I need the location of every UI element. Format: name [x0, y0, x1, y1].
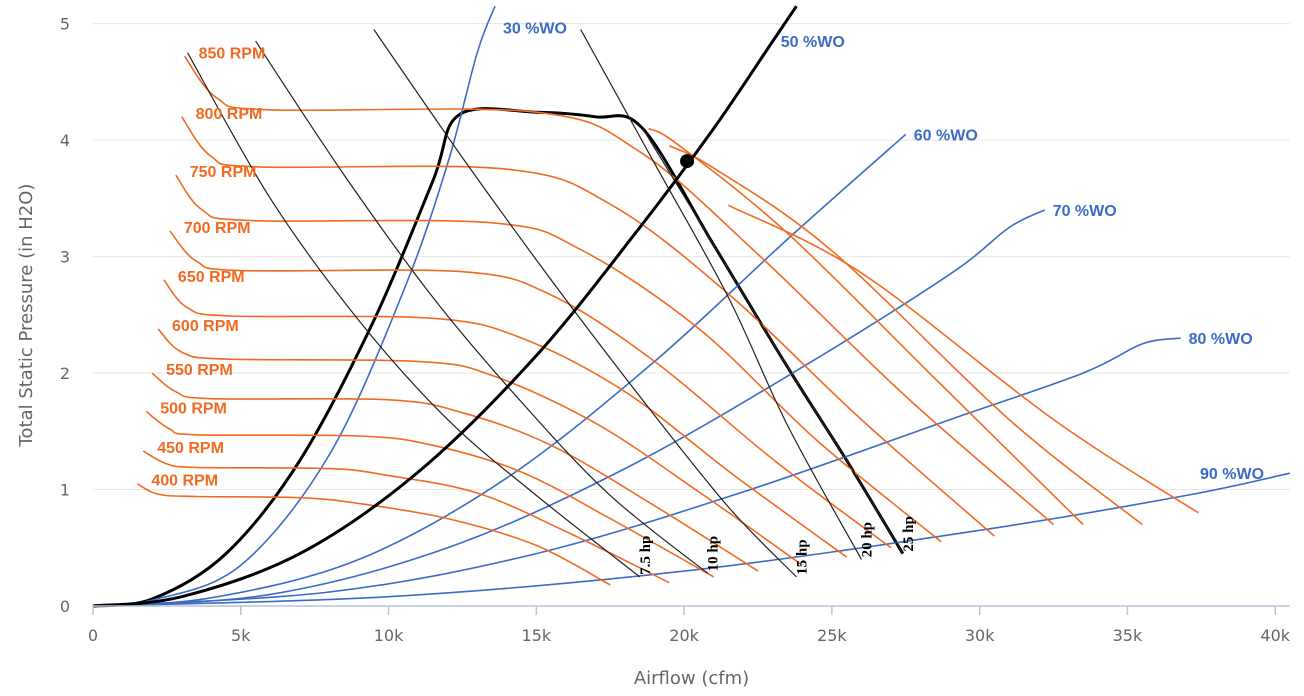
damper-curve-30-wo [92, 5, 496, 607]
rpm-curve-600 [157, 328, 803, 566]
x-tick-label: 30k [965, 626, 995, 645]
rpm-label: 600 RPM [172, 318, 239, 335]
damper-label: 80 %WO [1189, 331, 1253, 348]
rpm-curve-1000 [728, 204, 1199, 514]
rpm-label: 700 RPM [184, 220, 251, 237]
grid-lines [93, 23, 1290, 491]
rpm-curve-850 [183, 55, 1055, 526]
curve-labels: 30 %WO 50 %WO 60 %WO 70 %WO 80 %WO 90 %WO 400 … [151, 21, 1264, 575]
x-tick-label: 0 [88, 626, 98, 645]
power-label: 15 hp [794, 539, 810, 574]
system-curve [92, 5, 798, 608]
damper-curve-90-wo [92, 472, 1291, 607]
rpm-curve-500 [145, 410, 715, 578]
rpm-label: 850 RPM [199, 45, 266, 62]
rpm-label: 450 RPM [157, 440, 224, 457]
rpm-label: 550 RPM [166, 362, 233, 379]
power-curve-25-hp [642, 128, 904, 554]
rpm-curve-900 [648, 127, 1084, 526]
damper-curve-80-wo [92, 337, 1181, 607]
y-tick-label: 3 [60, 248, 70, 267]
rpm-curve-950 [668, 145, 1143, 526]
power-curve-20-hp [580, 29, 862, 560]
y-tick-label: 4 [60, 131, 70, 150]
y-tick-label: 1 [60, 481, 70, 500]
rpm-curve-550 [151, 372, 759, 572]
rpm-curve-750 [175, 174, 942, 543]
rpm-label: 400 RPM [151, 473, 218, 490]
damper-curves [92, 5, 1291, 607]
rpm-curve-400 [136, 482, 611, 586]
y-tick-label: 5 [60, 15, 70, 34]
damper-label: 30 %WO [503, 21, 567, 38]
rpm-label: 650 RPM [178, 269, 245, 286]
system-resistance-curve [92, 5, 798, 608]
x-tick-label: 25k [817, 626, 847, 645]
rpm-label: 500 RPM [160, 400, 227, 417]
rpm-curve-800 [181, 116, 995, 537]
y-tick-label: 0 [60, 597, 70, 616]
power-curves [187, 29, 904, 578]
x-tick-label: 40k [1260, 626, 1290, 645]
rpm-curve-450 [142, 450, 670, 584]
power-curve-10-hp [255, 40, 709, 574]
power-label: 20 hp [859, 522, 875, 557]
x-tick-label: 15k [522, 626, 552, 645]
x-tick-label: 5k [231, 626, 251, 645]
power-curve-7-5-hp [187, 52, 641, 578]
damper-label: 50 %WO [781, 34, 845, 51]
power-label: 10 hp [706, 536, 722, 571]
damper-curve-70-wo [92, 209, 1046, 607]
damper-curve-60-wo [92, 133, 907, 607]
y-tick-label: 2 [60, 364, 70, 383]
rpm-curve-700 [169, 230, 892, 549]
damper-label: 90 %WO [1200, 466, 1264, 483]
power-curve-15-hp [373, 29, 797, 578]
power-label: 7.5 hp [638, 536, 654, 575]
damper-label: 60 %WO [914, 127, 978, 144]
x-axis-title: Airflow (cfm) [634, 668, 749, 689]
rpm-label: 750 RPM [190, 164, 257, 181]
damper-label: 70 %WO [1053, 203, 1117, 220]
rpm-curve-650 [163, 279, 848, 558]
axes: 0 5k 10k 15k 20k 25k 30k 35k 40k 0 1 2 3 4 5 [60, 15, 1291, 645]
y-axis-title: Total Static Pressure (in H2O) [16, 184, 37, 448]
rpm-curves [136, 55, 1199, 586]
rpm-label: 800 RPM [196, 106, 263, 123]
operating-point-marker [680, 154, 695, 169]
x-tick-label: 35k [1113, 626, 1143, 645]
x-tick-label: 20k [669, 626, 699, 645]
x-tick-label: 10k [374, 626, 404, 645]
power-label: 25 hp [901, 516, 917, 551]
